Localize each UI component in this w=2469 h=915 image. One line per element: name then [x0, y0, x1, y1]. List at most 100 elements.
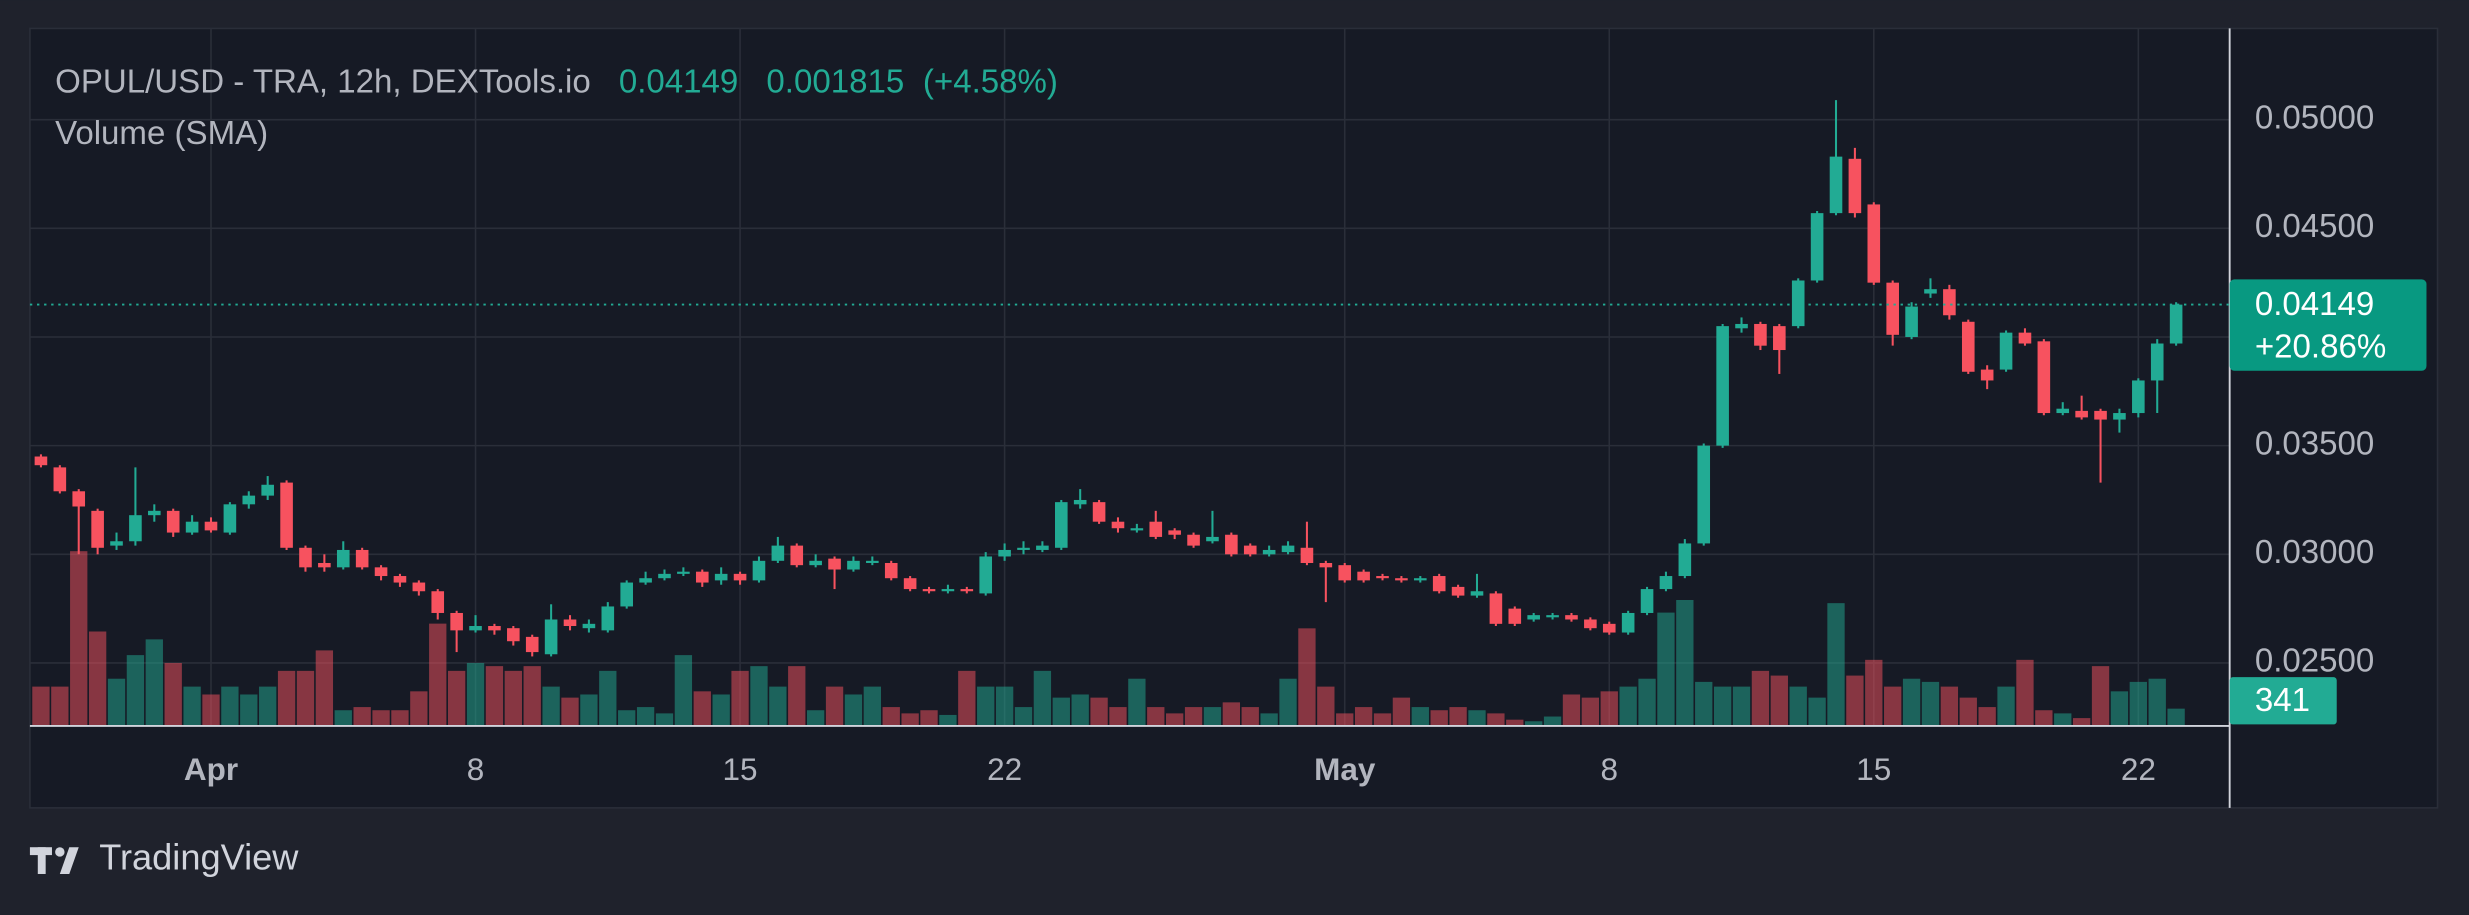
candle-body	[1924, 289, 1937, 294]
candle-body	[299, 547, 312, 568]
volume-bar	[1336, 713, 1354, 726]
logo-part	[55, 847, 65, 857]
volume-bar	[1260, 713, 1278, 726]
candle-body	[166, 510, 180, 533]
volume-bar	[1090, 697, 1108, 726]
candle-body	[1017, 547, 1030, 550]
candle-body	[563, 619, 577, 627]
volume-bar	[1846, 675, 1864, 726]
volume-bar	[1166, 713, 1184, 726]
candle-body	[1735, 323, 1748, 329]
candle-body	[1395, 578, 1408, 581]
volume-bar	[1600, 691, 1618, 726]
candle-body	[1640, 589, 1654, 613]
logo-part	[59, 847, 79, 874]
candle-body	[1432, 576, 1446, 592]
candle-body	[53, 467, 67, 492]
candle-body	[866, 560, 879, 563]
volume-bar	[107, 678, 126, 726]
candle-body	[374, 567, 388, 577]
volume-bar	[1449, 707, 1467, 726]
volume-bar	[240, 694, 258, 726]
candle-body	[1357, 571, 1370, 581]
candle-body	[1697, 445, 1711, 544]
candle-body	[2094, 410, 2107, 420]
x-tick-label: 22	[2121, 751, 2156, 787]
candle-body	[1867, 204, 1881, 283]
volume-bar	[2129, 681, 2147, 726]
candle-body	[1262, 549, 1276, 555]
volume-bar	[769, 686, 787, 726]
volume-bar	[977, 686, 995, 726]
candle-body	[1338, 565, 1352, 581]
volume-bar	[1940, 686, 1959, 726]
volume-bar	[1827, 603, 1845, 726]
candle-body	[979, 556, 993, 594]
volume-bar	[391, 710, 409, 726]
volume-bar	[939, 714, 957, 726]
x-tick-label: 15	[1856, 751, 1891, 787]
candle-body	[1451, 586, 1465, 596]
volume-bar	[825, 686, 844, 726]
candle-body	[1961, 321, 1975, 372]
volume-bar	[1713, 686, 1732, 726]
candle-body	[450, 612, 463, 631]
candle-body	[1943, 289, 1956, 316]
volume-bar	[750, 666, 768, 726]
volume-bar	[655, 713, 674, 726]
candle-body	[922, 589, 936, 592]
candle-body	[903, 578, 917, 590]
candle-body	[1281, 545, 1295, 553]
candle-body	[148, 510, 161, 516]
volume-bar	[1033, 670, 1052, 726]
candle-body	[1791, 280, 1805, 327]
volume-bar	[1751, 670, 1770, 726]
grid	[29, 28, 2230, 726]
candle-body	[1111, 521, 1125, 529]
volume-bar	[523, 666, 541, 726]
volume-bar	[1562, 694, 1581, 726]
volume-bar	[542, 686, 560, 726]
volume-bar	[88, 631, 107, 726]
volume-bar	[561, 697, 579, 726]
candle-body	[1565, 615, 1578, 620]
price-change: 0.001815	[766, 63, 904, 100]
candle-body	[1905, 306, 1918, 337]
candle-body	[1848, 158, 1862, 214]
volume-bar	[1865, 659, 1883, 726]
volume-bar	[1978, 707, 1996, 726]
volume-bar	[1638, 678, 1656, 726]
volume-bar	[1354, 707, 1373, 726]
candle-body	[1470, 591, 1484, 596]
candle-body	[1621, 612, 1635, 633]
x-tick-label: 15	[723, 751, 758, 787]
candle-body	[714, 573, 728, 581]
volume-bar	[1884, 686, 1902, 726]
brand-logo: TradingView	[29, 836, 299, 877]
candle-body	[34, 456, 48, 466]
volume-badge-value: 341	[2255, 682, 2310, 719]
volume-bar	[1902, 678, 1921, 726]
logo-part	[37, 847, 46, 874]
volume-bar	[372, 710, 390, 726]
candle-body	[1073, 499, 1087, 505]
volume-bar	[674, 655, 693, 726]
volume-bar	[844, 694, 863, 726]
x-tick-label: May	[1314, 751, 1376, 787]
volume-bar	[1468, 710, 1486, 726]
volume-bar	[995, 686, 1014, 726]
volume-bar	[1808, 697, 1826, 726]
candle-body	[1036, 545, 1049, 550]
volume-bar	[70, 551, 88, 726]
candle-body	[2075, 410, 2088, 418]
candle-body	[941, 589, 955, 592]
candle-body	[2169, 304, 2183, 344]
volume-bar	[1014, 707, 1033, 726]
last-price: 0.04149	[619, 63, 738, 100]
candle-body	[431, 591, 445, 613]
candle-body	[2150, 343, 2164, 381]
candle-body	[1546, 615, 1559, 618]
brand-name: TradingView	[99, 836, 299, 877]
